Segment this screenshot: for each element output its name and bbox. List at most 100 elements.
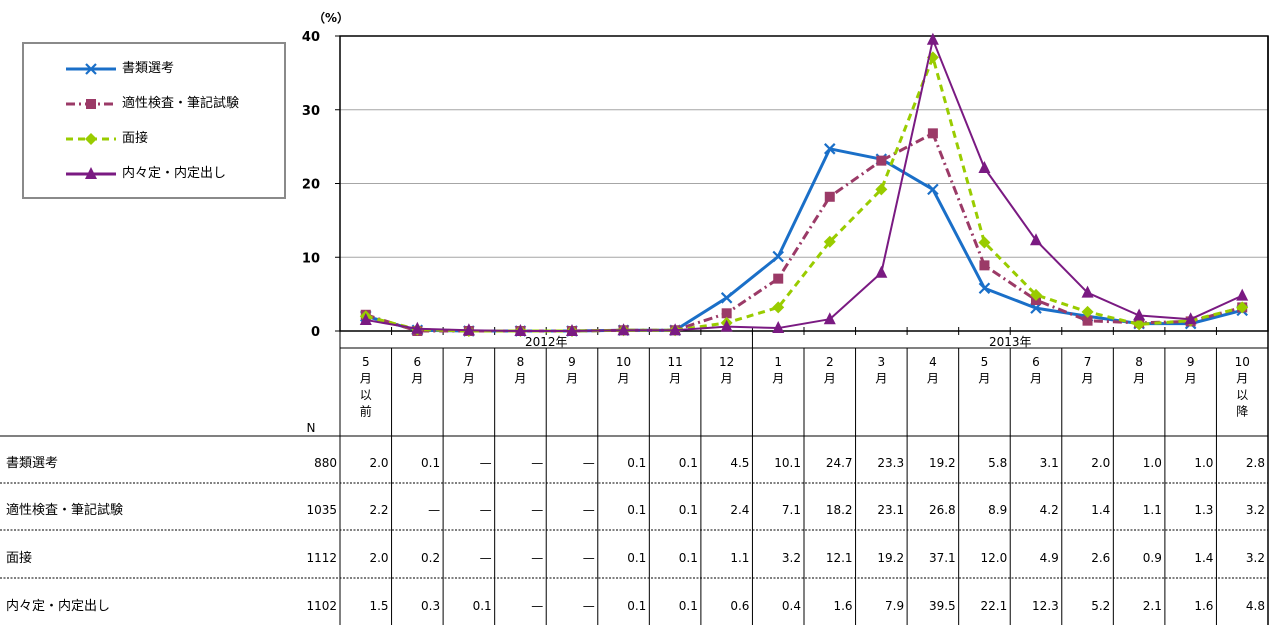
data-point xyxy=(462,323,475,336)
row-n-value: 1102 xyxy=(306,599,337,613)
month-label: 8 xyxy=(1135,355,1143,369)
month-label: 10 xyxy=(616,355,631,369)
month-label: 6 xyxy=(1032,355,1040,369)
cell-value: 4.9 xyxy=(1040,551,1059,565)
cell-value: 26.8 xyxy=(929,503,956,517)
month-label: 月 xyxy=(669,372,681,386)
cell-value: 1.4 xyxy=(1194,551,1213,565)
cell-value: 0.1 xyxy=(679,503,698,517)
cell-value: 0.1 xyxy=(627,503,646,517)
cell-value: 1.1 xyxy=(1143,503,1162,517)
cell-value: 1.3 xyxy=(1194,503,1213,517)
legend-swatch xyxy=(66,63,116,75)
cell-value: 8.9 xyxy=(988,503,1007,517)
cell-value: 2.2 xyxy=(369,503,388,517)
series-line xyxy=(365,131,1243,333)
month-label: 9 xyxy=(1187,355,1195,369)
month-label: 月 xyxy=(772,372,784,386)
data-point xyxy=(359,312,372,325)
cell-value: 18.2 xyxy=(826,503,853,517)
data-point xyxy=(1081,285,1094,298)
data-point xyxy=(720,292,733,304)
row-label: 内々定・内定出し xyxy=(6,598,110,614)
cell-value: 0.6 xyxy=(730,599,749,613)
data-point xyxy=(1082,315,1093,326)
month-label: 8 xyxy=(517,355,525,369)
legend-label: 面接 xyxy=(122,131,149,146)
legend: 書類選考 適性検査・筆記試験 面接 内々定・内定出し xyxy=(22,42,286,199)
cell-value: 12.3 xyxy=(1032,599,1059,613)
row-label: 面接 xyxy=(6,550,32,566)
data-point xyxy=(720,319,733,332)
month-label: 月 xyxy=(1236,372,1248,386)
cell-value: 1.0 xyxy=(1143,456,1162,470)
cell-value: 0.1 xyxy=(679,456,698,470)
cell-value: 4.8 xyxy=(1246,599,1265,613)
cell-value: — xyxy=(480,503,492,517)
cell-value: 24.7 xyxy=(826,456,853,470)
cell-value: 0.1 xyxy=(421,456,440,470)
data-point xyxy=(772,301,785,314)
month-label: 月 xyxy=(824,372,836,386)
cell-value: 3.2 xyxy=(782,551,801,565)
data-point xyxy=(617,323,630,336)
cell-value: 0.1 xyxy=(679,599,698,613)
data-point xyxy=(823,235,836,248)
series-3 xyxy=(359,51,1249,337)
month-label: 1 xyxy=(774,355,782,369)
y-tick-label: 20 xyxy=(302,178,320,193)
month-label: 月 xyxy=(875,372,887,386)
cell-value: 3.2 xyxy=(1246,503,1265,517)
data-point xyxy=(514,324,527,336)
legend-item: 内々定・内定出し xyxy=(24,163,284,185)
cell-value: — xyxy=(480,551,492,565)
month-label: 3 xyxy=(878,355,886,369)
series-line xyxy=(365,38,1243,332)
data-point xyxy=(1184,312,1197,325)
row-label: 書類選考 xyxy=(6,456,58,471)
data-point xyxy=(978,161,991,174)
cell-value: 1.4 xyxy=(1091,503,1110,517)
legend-label: 内々定・内定出し xyxy=(122,166,227,181)
cell-value: — xyxy=(480,456,492,470)
data-point xyxy=(411,321,424,334)
y-tick-label: 10 xyxy=(302,251,320,266)
month-label: 月 xyxy=(463,372,475,386)
data-table: 2012年 2013年5月以前6月7月8月9月10月11月12月1月2月3月4月5… xyxy=(0,36,1269,625)
cell-value: 0.1 xyxy=(679,551,698,565)
cell-value: — xyxy=(531,456,543,470)
cell-value: 1.5 xyxy=(369,599,388,613)
year-group-label: 2012年 xyxy=(525,335,568,349)
cell-value: 0.1 xyxy=(473,599,492,613)
cell-value: — xyxy=(583,456,595,470)
cell-value: 0.1 xyxy=(627,551,646,565)
row-n-value: 880 xyxy=(314,456,337,470)
cell-value: 7.1 xyxy=(782,503,801,517)
data-point xyxy=(979,260,990,271)
cell-value: 4.5 xyxy=(730,456,749,470)
month-label: 6 xyxy=(414,355,422,369)
row-n-value: 1112 xyxy=(306,551,337,565)
legend-swatch xyxy=(66,167,116,179)
cell-value: 0.1 xyxy=(627,456,646,470)
cell-value: 5.2 xyxy=(1091,599,1110,613)
legend-item: 面接 xyxy=(24,128,284,150)
month-label: 7 xyxy=(1084,355,1092,369)
cell-value: 19.2 xyxy=(877,551,904,565)
month-label: 5 xyxy=(362,355,370,369)
data-point xyxy=(1236,288,1249,301)
cell-value: — xyxy=(583,503,595,517)
month-label: 月 xyxy=(514,372,526,386)
data-point xyxy=(566,324,578,336)
month-label: 以 xyxy=(1236,388,1248,402)
month-label: 月 xyxy=(721,372,733,386)
month-label: 12 xyxy=(719,355,734,369)
month-label: 11 xyxy=(667,355,682,369)
month-label: 5 xyxy=(981,355,989,369)
cell-value: 23.3 xyxy=(877,456,904,470)
cell-value: — xyxy=(583,599,595,613)
gridlines xyxy=(340,109,1268,258)
y-tick-label: 40 xyxy=(302,30,320,45)
data-point xyxy=(1030,233,1042,246)
month-label: 10 xyxy=(1235,355,1250,369)
